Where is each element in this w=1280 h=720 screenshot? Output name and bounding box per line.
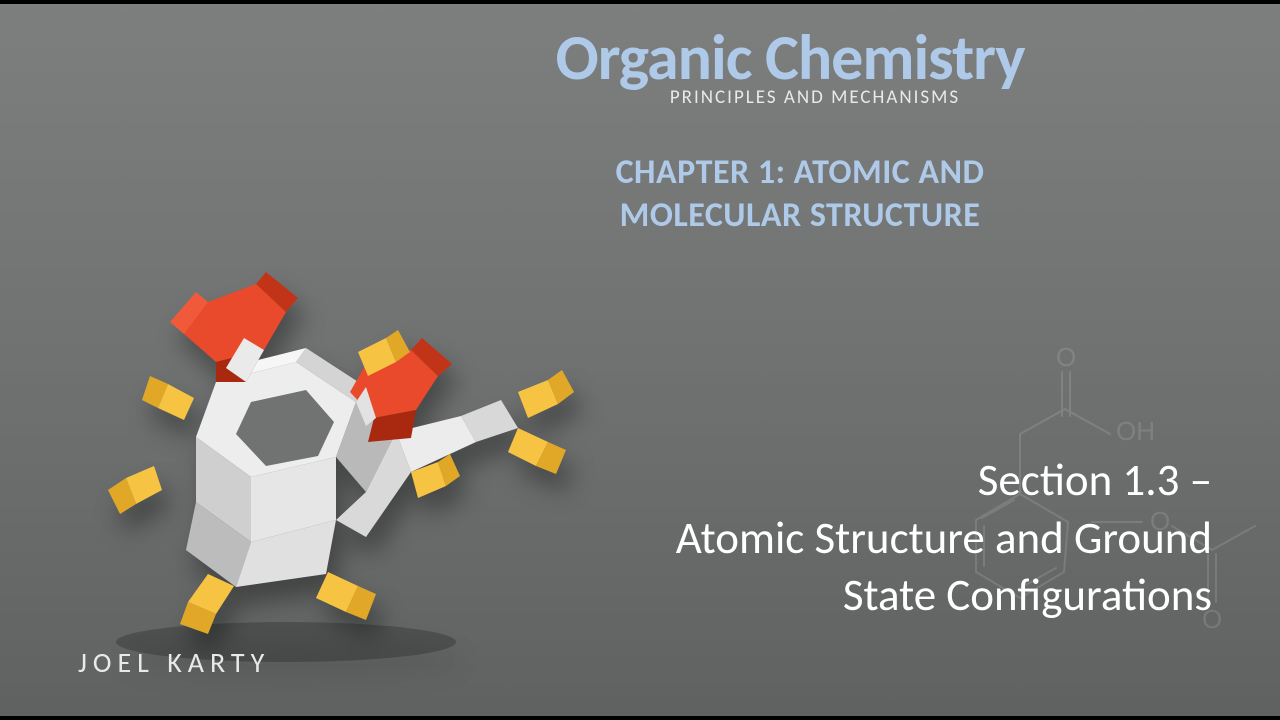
- book-title: Organic Chemistry: [430, 26, 1150, 90]
- svg-text:OH: OH: [1116, 416, 1155, 446]
- molecule-3d-model: [66, 242, 596, 672]
- section-line-3: State Configurations: [532, 567, 1212, 625]
- slide: OH O O O: [0, 4, 1280, 716]
- chapter-line-2: MOLECULAR STRUCTURE: [490, 195, 1110, 238]
- author-name: JOEL KARTY: [78, 645, 270, 680]
- section-heading: Section 1.3 – Atomic Structure and Groun…: [532, 452, 1212, 625]
- chapter-heading: CHAPTER 1: ATOMIC AND MOLECULAR STRUCTUR…: [490, 152, 1110, 237]
- section-line-1: Section 1.3 –: [532, 452, 1212, 510]
- svg-text:O: O: [1056, 344, 1076, 372]
- section-line-2: Atomic Structure and Ground: [532, 510, 1212, 568]
- book-subtitle: PRINCIPLES AND MECHANISMS: [430, 86, 1150, 109]
- chapter-line-1: CHAPTER 1: ATOMIC AND: [490, 152, 1110, 195]
- title-block: Organic Chemistry PRINCIPLES AND MECHANI…: [430, 26, 1150, 109]
